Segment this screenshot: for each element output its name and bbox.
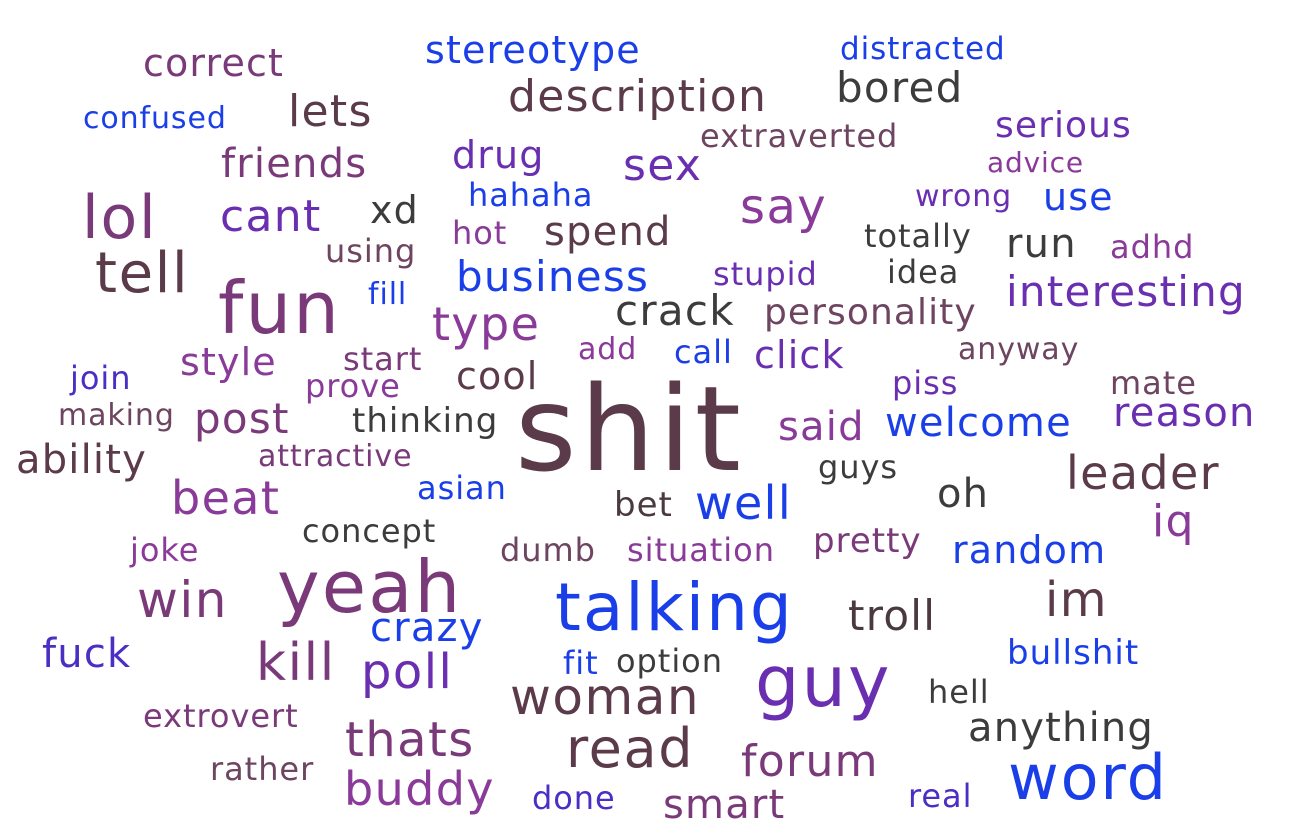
word-guys: guys — [818, 448, 899, 486]
word-bored: bored — [836, 63, 964, 112]
word-said: said — [778, 404, 865, 450]
word-description: description — [508, 71, 768, 122]
word-shit: shit — [515, 360, 745, 498]
word-fit: fit — [563, 644, 599, 682]
word-lol: lol — [82, 183, 158, 253]
word-smart: smart — [663, 782, 786, 828]
word-fuck: fuck — [42, 631, 132, 677]
word-mate: mate — [1110, 364, 1197, 402]
word-forum: forum — [741, 736, 879, 787]
word-real: real — [908, 777, 973, 815]
word-hot: hot — [452, 214, 508, 252]
word-serious: serious — [995, 105, 1132, 146]
word-crack: crack — [615, 286, 735, 335]
word-tell: tell — [95, 241, 190, 306]
word-situation: situation — [627, 531, 775, 569]
word-add: add — [578, 332, 638, 367]
word-adhd: adhd — [1110, 228, 1195, 266]
word-attractive: attractive — [258, 439, 413, 474]
word-woman: woman — [510, 668, 701, 726]
word-read: read — [566, 717, 695, 780]
word-fill: fill — [368, 277, 408, 312]
word-im: im — [1045, 572, 1108, 628]
word-cant: cant — [220, 191, 322, 242]
word-spend: spend — [544, 209, 672, 255]
word-anything: anything — [968, 705, 1155, 751]
word-correct: correct — [143, 41, 285, 85]
word-personality: personality — [764, 292, 977, 333]
word-run: run — [1006, 221, 1077, 267]
word-click: click — [754, 333, 845, 377]
word-extraverted: extraverted — [700, 117, 899, 155]
word-stupid: stupid — [713, 255, 818, 293]
word-guy: guy — [755, 641, 892, 723]
word-sex: sex — [623, 140, 703, 191]
word-fun: fun — [218, 266, 342, 350]
word-bet: bet — [614, 485, 673, 525]
word-hahaha: hahaha — [468, 176, 594, 214]
word-word: word — [1008, 741, 1168, 814]
word-thinking: thinking — [352, 401, 499, 441]
word-interesting: interesting — [1006, 267, 1246, 316]
word-done: done — [532, 779, 616, 817]
word-thats: thats — [345, 712, 475, 768]
word-troll: troll — [848, 591, 937, 640]
word-extrovert: extrovert — [143, 697, 299, 735]
word-crazy: crazy — [370, 605, 484, 651]
word-beat: beat — [171, 471, 281, 525]
word-well: well — [695, 476, 793, 530]
word-leader: leader — [1066, 446, 1220, 500]
word-joke: joke — [130, 531, 200, 569]
word-stereotype: stereotype — [425, 28, 641, 72]
word-start: start — [343, 340, 423, 378]
word-rather: rather — [210, 750, 315, 788]
word-reason: reason — [1113, 390, 1256, 436]
word-post: post — [194, 394, 290, 443]
word-buddy: buddy — [344, 762, 495, 816]
word-ability: ability — [16, 437, 147, 483]
word-making: making — [58, 398, 175, 433]
word-win: win — [137, 571, 228, 629]
word-confused: confused — [83, 101, 227, 136]
word-kill: kill — [256, 633, 336, 693]
word-talking: talking — [555, 569, 794, 646]
word-style: style — [180, 340, 277, 384]
word-concept: concept — [302, 512, 437, 550]
word-random: random — [952, 528, 1107, 572]
word-call: call — [674, 333, 733, 371]
word-use: use — [1043, 175, 1114, 219]
word-business: business — [456, 252, 650, 301]
word-oh: oh — [937, 471, 990, 517]
word-distracted: distracted — [840, 31, 1006, 67]
word-anyway: anyway — [958, 332, 1080, 367]
word-welcome: welcome — [885, 400, 1072, 446]
word-xd: xd — [370, 188, 419, 232]
word-drug: drug — [452, 133, 545, 177]
word-iq: iq — [1152, 496, 1195, 547]
word-friends: friends — [221, 141, 368, 187]
word-hell: hell — [928, 673, 990, 711]
word-cool: cool — [456, 354, 539, 398]
word-advice: advice — [987, 146, 1084, 179]
word-pretty: pretty — [813, 521, 922, 561]
word-dumb: dumb — [500, 531, 596, 569]
word-totally: totally — [864, 217, 972, 255]
word-say: say — [740, 179, 828, 235]
word-piss: piss — [892, 364, 959, 402]
word-asian: asian — [417, 469, 507, 507]
word-prove: prove — [305, 367, 401, 405]
word-wrong: wrong — [915, 179, 1013, 214]
word-join: join — [70, 359, 132, 397]
word-bullshit: bullshit — [1007, 633, 1140, 673]
word-poll: poll — [361, 644, 454, 700]
word-yeah: yeah — [277, 545, 463, 629]
word-using: using — [325, 232, 417, 270]
word-option: option — [616, 642, 723, 680]
word-lets: lets — [288, 86, 373, 137]
word-idea: idea — [887, 253, 960, 291]
word-type: type — [432, 297, 541, 351]
